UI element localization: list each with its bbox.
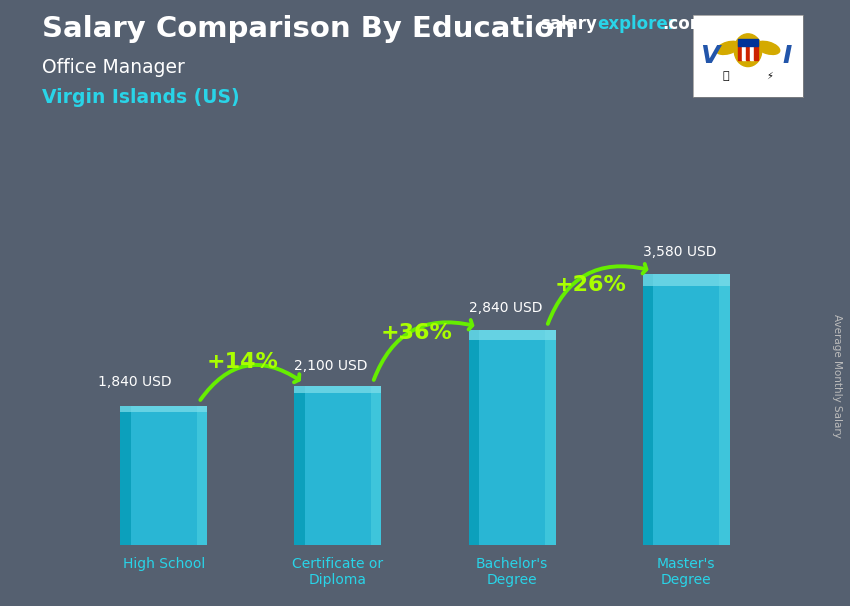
Bar [197,406,207,545]
Text: I: I [782,44,791,68]
Bar [742,42,746,59]
Bar [121,406,131,545]
Bar [643,274,729,287]
Ellipse shape [734,34,762,67]
Text: 🌿: 🌿 [722,71,729,81]
Ellipse shape [717,41,740,55]
Bar [545,330,556,545]
Text: Salary Comparison By Education: Salary Comparison By Education [42,15,575,43]
Text: 1,840 USD: 1,840 USD [98,375,172,390]
Text: +26%: +26% [554,275,626,295]
Bar [371,387,382,545]
Text: Average Monthly Salary: Average Monthly Salary [832,314,842,438]
Ellipse shape [756,41,779,55]
Text: +14%: +14% [207,352,278,372]
Text: salary: salary [540,15,597,33]
Bar [468,330,556,340]
Bar [294,387,382,393]
Text: .com: .com [662,15,707,33]
Text: Office Manager: Office Manager [42,58,185,76]
Text: ⚡: ⚡ [767,71,774,81]
Text: +36%: +36% [380,323,452,344]
Bar [719,274,729,545]
Bar [643,274,653,545]
Bar [468,330,479,545]
Bar [738,42,742,59]
Bar [643,274,729,545]
Text: V: V [700,44,719,68]
Bar [746,42,750,59]
Bar [754,42,758,59]
Text: 3,580 USD: 3,580 USD [643,245,716,259]
Bar [121,406,207,545]
Bar [294,387,305,545]
Text: explorer: explorer [598,15,677,33]
Text: 2,100 USD: 2,100 USD [294,359,368,373]
Bar [294,387,382,545]
Bar [468,330,556,545]
Bar [738,39,758,45]
Text: Virgin Islands (US): Virgin Islands (US) [42,88,240,107]
Bar [121,406,207,412]
Bar [750,42,754,59]
Text: 2,840 USD: 2,840 USD [468,301,542,315]
